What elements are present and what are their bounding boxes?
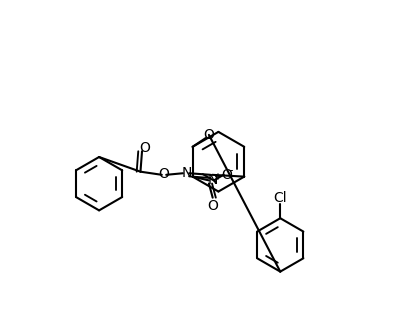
Text: O: O <box>203 128 214 143</box>
Text: O: O <box>207 198 218 213</box>
Text: O: O <box>140 140 150 154</box>
Text: Cl: Cl <box>274 192 287 205</box>
Text: O: O <box>158 167 169 181</box>
Text: +: + <box>213 172 221 181</box>
Text: N: N <box>208 173 218 187</box>
Text: N: N <box>182 165 192 180</box>
Text: -: - <box>228 165 233 177</box>
Text: O: O <box>221 168 232 182</box>
